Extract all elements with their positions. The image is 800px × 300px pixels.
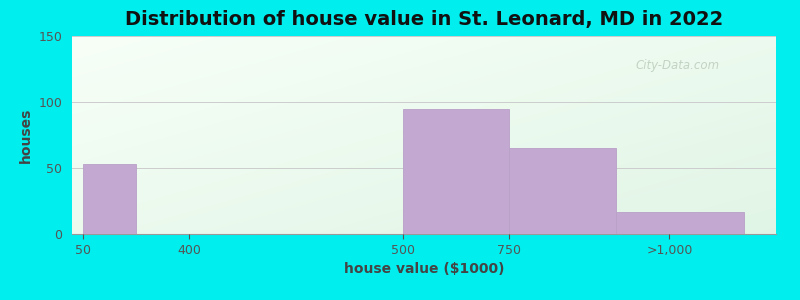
Y-axis label: houses: houses [19, 107, 33, 163]
Bar [510, 148, 616, 234]
Bar [402, 109, 510, 234]
Bar [82, 164, 136, 234]
Bar [616, 212, 744, 234]
Title: Distribution of house value in St. Leonard, MD in 2022: Distribution of house value in St. Leona… [125, 10, 723, 29]
X-axis label: house value ($1000): house value ($1000) [344, 262, 504, 276]
Text: City-Data.com: City-Data.com [635, 59, 719, 72]
